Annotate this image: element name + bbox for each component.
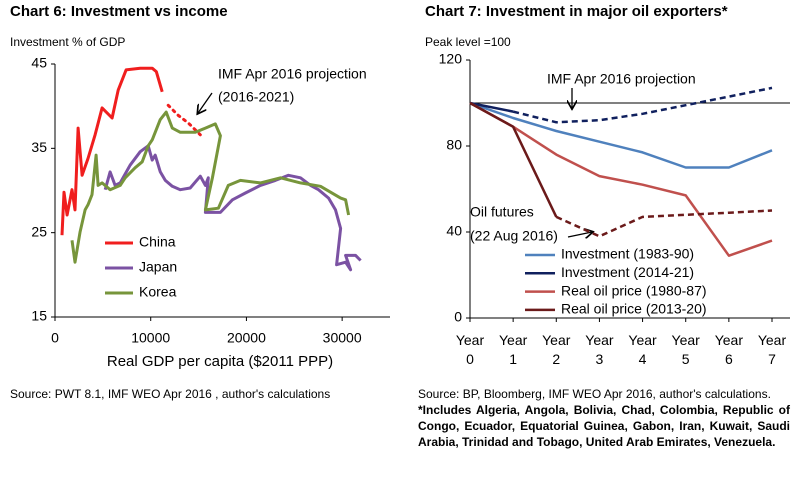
legend-label: Korea [139, 284, 177, 300]
annotation: IMF Apr 2016 projection [547, 71, 696, 87]
y-tick-label: 15 [31, 308, 47, 324]
legend-label: Japan [139, 259, 177, 275]
x-tick-label: 10000 [131, 330, 170, 346]
note: *Includes Algeria, Angola, Bolivia, Chad… [418, 403, 790, 449]
series-line [70, 110, 351, 264]
series-line [555, 209, 773, 238]
x-tick-label: Year 7 [757, 332, 787, 367]
arrow [198, 92, 213, 113]
x-tick-label: 20000 [227, 330, 266, 346]
annotation: (22 Aug 2016) [470, 228, 558, 244]
x-tick-label: Year 5 [671, 332, 700, 367]
x-tick-label: Year 3 [585, 332, 614, 367]
y-tick-label: 120 [439, 51, 463, 67]
series-line [469, 101, 773, 257]
y-axis-label: Investment % of GDP [10, 35, 125, 49]
legend-label: Investment (1983-90) [561, 246, 694, 262]
x-tick-label: Year 1 [498, 332, 528, 367]
x-tick-label: Year 6 [714, 332, 743, 367]
series-line [469, 101, 514, 113]
annotation: IMF Apr 2016 projection [218, 66, 367, 82]
chart-title: Chart 7: Investment in major oil exporte… [425, 3, 728, 20]
x-tick-label: Year 2 [542, 332, 571, 367]
legend-label: China [139, 234, 176, 250]
series-line [469, 101, 558, 218]
series-line [512, 86, 773, 124]
legend-label: Real oil price (2013-20) [561, 301, 707, 317]
y-tick-label: 35 [31, 139, 47, 155]
y-tick-label: 40 [446, 223, 462, 239]
legend-label: Real oil price (1980-87) [561, 282, 707, 298]
x-tick-label: 30000 [323, 330, 362, 346]
y-tick-label: 0 [454, 309, 462, 325]
y-tick-label: 80 [446, 137, 462, 153]
x-tick-label: Year 0 [455, 332, 485, 367]
series-line [103, 144, 362, 272]
x-tick-label: 0 [51, 330, 59, 346]
source: Source: PWT 8.1, IMF WEO Apr 2016 , auth… [10, 387, 331, 401]
series-line [469, 101, 773, 169]
arrow [567, 232, 592, 237]
x-tick-label: Year 4 [628, 332, 657, 367]
annotation: Oil futures [470, 204, 534, 220]
y-axis-label: Peak level =100 [425, 35, 511, 49]
y-tick-label: 25 [31, 223, 47, 239]
source: Source: BP, Bloomberg, IMF WEO Apr 2016,… [418, 387, 771, 401]
legend-label: Investment (2014-21) [561, 264, 694, 280]
series-line [60, 66, 164, 236]
y-tick-label: 45 [31, 55, 47, 71]
x-axis-label: Real GDP per capita ($2011 PPP) [107, 353, 333, 370]
annotation: (2016-2021) [218, 89, 294, 105]
chart-title: Chart 6: Investment vs income [10, 3, 228, 20]
series-line [166, 103, 202, 137]
